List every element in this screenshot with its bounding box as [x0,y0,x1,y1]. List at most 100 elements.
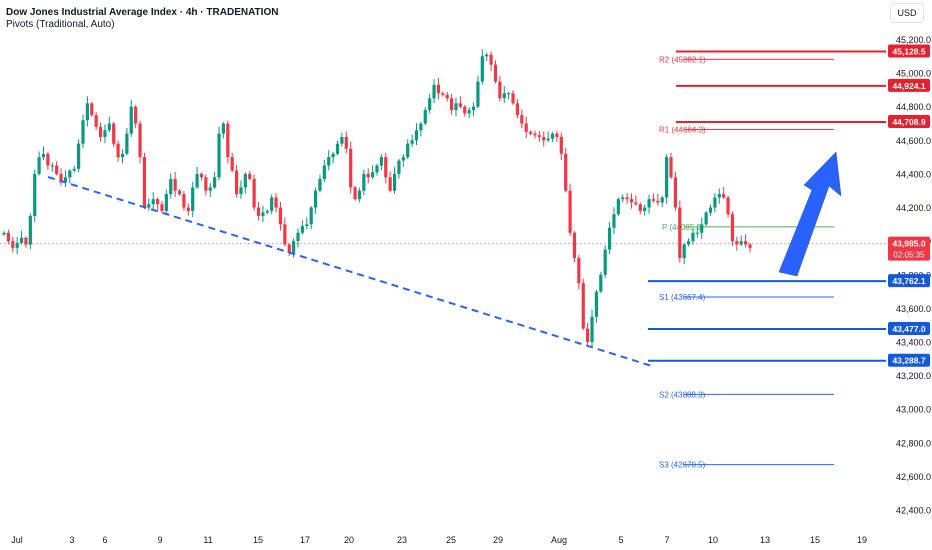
price-tick-label: 42,600.0 [896,472,931,482]
candle-body [340,136,344,144]
time-axis[interactable]: Jul 3 6 9 11 15 17 20 23 25 29 Aug 5 7 10 13 15 19 [11,535,867,545]
key-levels [648,50,886,362]
candle-body [160,204,164,211]
currency-button[interactable]: USD [890,3,924,23]
candle-body [485,54,489,57]
candle-body [379,157,383,166]
time-tick-label: 3 [69,535,74,545]
trendline-drawing[interactable] [47,176,656,368]
candle-body [616,199,620,215]
candle-body [621,197,625,200]
up-arrow [778,151,842,277]
candle-body [116,143,120,158]
candle-body [480,56,484,82]
candle-body [59,173,63,183]
symbol-title[interactable]: Dow Jones Industrial Average Index · 4h … [6,7,279,18]
time-tick-label: 5 [618,535,623,545]
candle-body [103,130,107,137]
time-tick-label: 13 [760,535,770,545]
candle-body [406,143,410,158]
price-tick-label: 43,200.0 [896,371,931,381]
candle-body [502,93,506,99]
candle-body [555,133,559,137]
price-tick-label: 43,600.0 [896,304,931,314]
price-tick-label: 44,400.0 [896,169,931,179]
price-tick-label: 44,200.0 [896,203,931,213]
candle-body [309,207,313,225]
support-badge-bg [888,322,930,336]
candle-body [660,197,664,203]
candle-body [46,153,50,166]
candle-body [704,212,708,225]
candle-body [625,197,629,200]
time-tick-label: 23 [397,535,407,545]
candle-body [599,274,603,292]
candle-body [230,157,234,171]
candle-body [612,214,616,228]
candle-body [11,241,15,248]
candle-body [524,123,528,132]
candle-body [50,165,54,167]
indicator-label[interactable]: Pivots (Traditional, Auto) [6,19,115,30]
time-tick-label: 15 [253,535,263,545]
candle-body [243,173,247,188]
candle-body [226,123,230,158]
candle-body [739,241,743,245]
candle-body [581,283,585,329]
candle-body [344,136,348,149]
candle-body [528,131,533,134]
candle-body [120,153,125,158]
arrow-drawing[interactable] [778,151,842,277]
candle-body [695,232,699,234]
candle-body [313,190,318,208]
current-price-badge-bg [888,236,930,261]
candle-body [590,316,594,342]
candle-body [441,93,445,95]
candle-body [327,157,331,166]
candle-body [186,207,190,211]
candle-body [388,177,392,191]
price-tick-label: 45,000.0 [896,69,931,79]
candle-body [81,120,85,144]
support-badge-bg [888,353,930,367]
candle-body [572,232,577,258]
candle-body [125,133,129,154]
candle-body [362,173,366,191]
candle-body [511,93,515,104]
pivot-label-p: P (44085.0) [662,223,704,232]
candle-body [349,148,353,188]
candle-body [656,200,660,203]
candle-body [15,242,19,248]
candle-body [90,103,94,116]
candle-body [63,177,68,183]
candle-body [173,178,177,191]
candle-body [533,133,537,136]
price-badges: 45,128.5 44,924.1 44,708.9 43,762.1 43,477.0… [888,44,930,367]
candle-body [357,190,362,200]
candle-body [401,157,405,161]
candle-body [292,241,296,253]
candle-body [213,177,217,188]
time-tick-label: 17 [300,535,310,545]
candle-body [629,199,634,203]
candle-body [331,153,335,158]
candle-body [546,138,550,141]
time-tick-label: 9 [157,535,162,545]
candle-body [155,199,160,205]
candle-body [673,177,677,208]
candle-body [384,157,388,178]
support-badge-bg [888,274,930,288]
candle-body [19,237,24,243]
candle-body [37,157,41,174]
price-tick-label: 43,000.0 [896,405,931,415]
candle-body [164,194,168,211]
candle-body [586,328,590,342]
candle-body [520,115,524,124]
candle-body [322,165,326,179]
candle-body [177,190,182,195]
candle-body [234,170,239,195]
candle-body [607,227,612,250]
candle-body [138,123,142,158]
support-badge-text: 43,477.0 [892,324,925,334]
